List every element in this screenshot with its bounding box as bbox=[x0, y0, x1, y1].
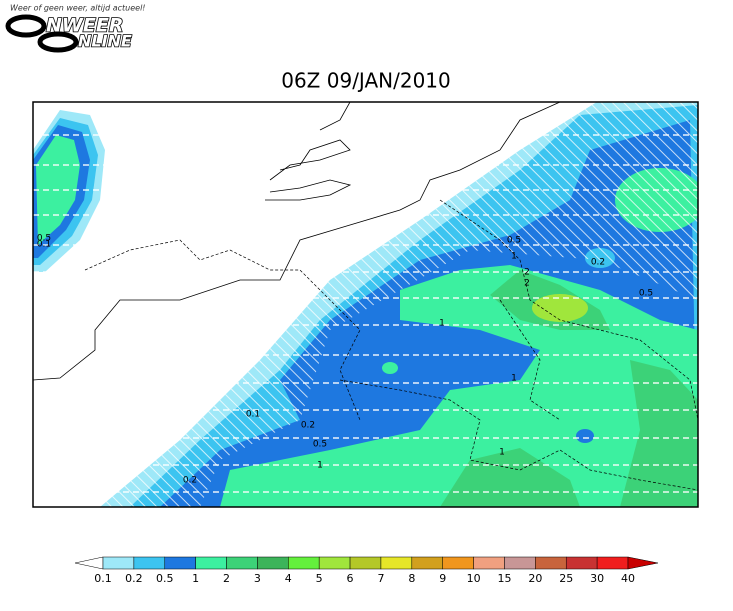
contour-label: 1 bbox=[511, 252, 517, 262]
colorbar-label: 3 bbox=[254, 572, 261, 585]
map-frame bbox=[32, 101, 699, 508]
contour-label: 0.5 bbox=[639, 289, 653, 299]
colorbar-label: 40 bbox=[621, 572, 635, 585]
contour-label: 1 bbox=[439, 319, 445, 329]
colorbar-box bbox=[102, 556, 135, 570]
contour-label: 0.2 bbox=[301, 421, 315, 431]
colorbar-box bbox=[288, 556, 320, 570]
colorbar-box bbox=[442, 556, 474, 570]
colorbar-box bbox=[565, 556, 598, 570]
colorbar-label: 4 bbox=[285, 572, 292, 585]
contour-label: 0.5 bbox=[313, 440, 327, 450]
map bbox=[33, 102, 698, 507]
contour-label: 0.5 bbox=[37, 234, 51, 244]
colorbar-label: 5 bbox=[316, 572, 323, 585]
colorbar-label: 6 bbox=[347, 572, 354, 585]
colorbar-box bbox=[164, 556, 196, 570]
contour-label: 1 bbox=[317, 461, 323, 471]
colorbar-label: 1 bbox=[192, 572, 199, 585]
colorbar-box bbox=[380, 556, 413, 570]
logo-tagline: Weer of geen weer, altijd actueel! bbox=[10, 4, 146, 13]
colorbar-box bbox=[349, 556, 382, 570]
colorbar-label: 0.5 bbox=[156, 572, 174, 585]
map-title: 06Z 09/JAN/2010 bbox=[281, 69, 451, 93]
logo-o bbox=[37, 31, 79, 53]
logo-line2: NLINE bbox=[78, 32, 132, 51]
colorbar-label: 9 bbox=[439, 572, 446, 585]
colorbar-box bbox=[535, 556, 567, 570]
contour-label: 0.1 bbox=[246, 410, 260, 420]
contour-label: 1 bbox=[499, 448, 505, 458]
colorbar-label: 30 bbox=[590, 572, 604, 585]
colorbar-label: 0.1 bbox=[94, 572, 112, 585]
logo-o bbox=[5, 14, 47, 38]
colorbar-label: 25 bbox=[559, 572, 573, 585]
colorbar-box bbox=[411, 556, 443, 570]
colorbar-label: 7 bbox=[377, 572, 384, 585]
colorbar-label: 15 bbox=[497, 572, 511, 585]
colorbar-box bbox=[133, 556, 166, 570]
colorbar-over bbox=[627, 556, 659, 570]
contour-label: 0.5 bbox=[507, 236, 521, 246]
colorbar-under bbox=[74, 556, 104, 570]
colorbar-box bbox=[473, 556, 505, 570]
logo-line1: NWEER bbox=[46, 15, 123, 37]
colorbar-box bbox=[318, 556, 351, 570]
colorbar-label: 2 bbox=[223, 572, 230, 585]
colorbar-label: 0.2 bbox=[125, 572, 143, 585]
contour-label: 2 bbox=[524, 268, 530, 278]
contour-label: 0.2 bbox=[183, 476, 197, 486]
logo-bg bbox=[0, 0, 160, 52]
colorbar-box bbox=[504, 556, 536, 570]
contour-label: 0.2 bbox=[591, 258, 605, 268]
colorbar-label: 8 bbox=[408, 572, 415, 585]
contour-label: 2 bbox=[524, 279, 530, 289]
logo[interactable]: Weer of geen weer, altijd actueel! NWEER… bbox=[0, 0, 160, 53]
colorbar-box bbox=[257, 556, 289, 570]
colorbar-label: 20 bbox=[528, 572, 542, 585]
colorbar-label: 10 bbox=[467, 572, 481, 585]
contour-label: 1 bbox=[511, 374, 517, 384]
contour-label: 0.1 bbox=[37, 240, 51, 250]
colorbar-box bbox=[195, 556, 227, 570]
colorbar-box bbox=[226, 556, 258, 570]
colorbar-box bbox=[596, 556, 629, 570]
